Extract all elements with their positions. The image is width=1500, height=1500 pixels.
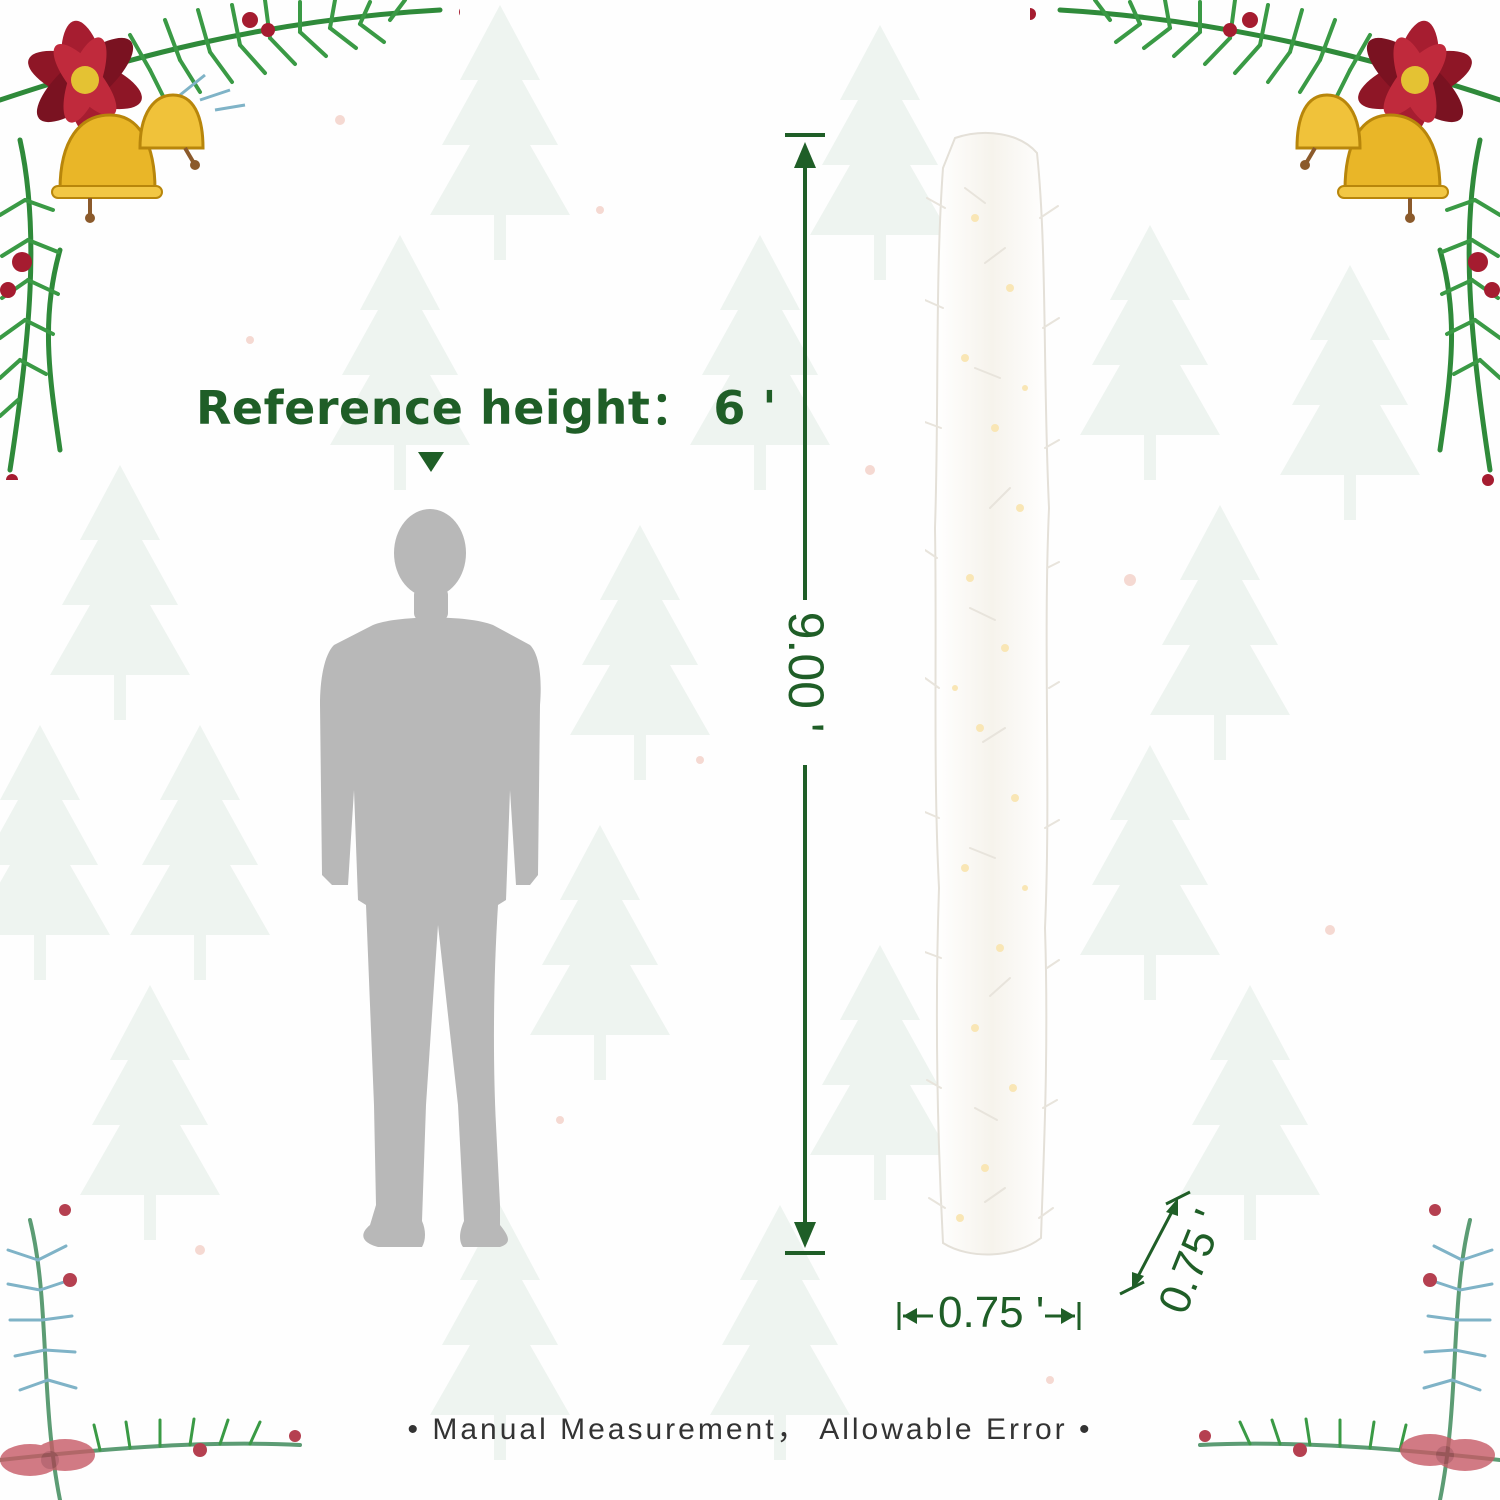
- height-dimension-label: 9.00 ': [778, 611, 834, 733]
- depth-dimension-line: [1119, 1190, 1191, 1296]
- corner-decoration-top-right: [1030, 0, 1500, 486]
- width-dimension-line: [897, 1302, 1081, 1330]
- reference-height-label: Reference height： 6 ': [196, 381, 777, 435]
- corner-decoration-bottom-left: [0, 1204, 302, 1500]
- down-triangle-icon: [418, 452, 444, 472]
- corner-decoration-top-left: [0, 0, 460, 480]
- measurement-footnote: • Manual Measurement， Allowable Error •: [407, 1413, 1093, 1446]
- width-dimension-label: 0.75 ': [938, 1288, 1045, 1337]
- white-garland-icon: [925, 132, 1060, 1256]
- height-dimension-line: [785, 133, 825, 1255]
- person-silhouette-icon: [320, 509, 541, 1247]
- corner-decoration-bottom-right: [1198, 1204, 1500, 1500]
